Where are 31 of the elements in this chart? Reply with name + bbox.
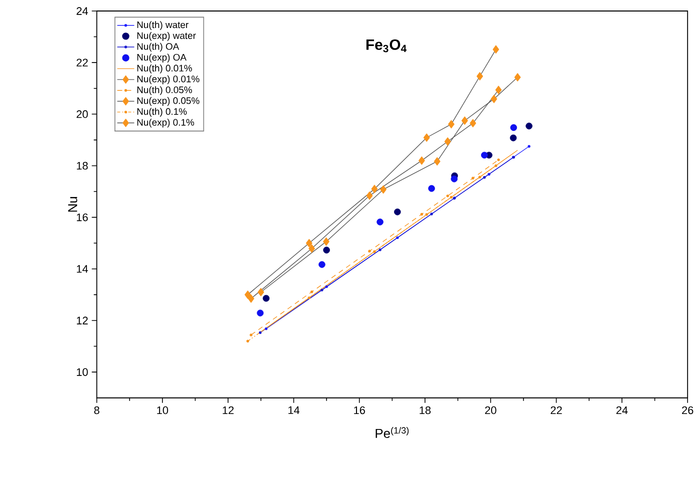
y-tick-label: 16: [76, 214, 88, 222]
x-tick-label: 10: [157, 406, 168, 414]
legend-label: Nu(exp) 0.01%: [137, 75, 200, 84]
x-axis-title: Pe$^{(1/3)}$: [376, 427, 409, 438]
x-tick-label: 22: [550, 406, 562, 414]
x-tick-label: 12: [222, 406, 234, 414]
legend-label: Nu(exp) 0.1%: [137, 118, 194, 128]
y-tick-label: 12: [76, 316, 88, 324]
legend-label: Nu(th) 0.1%: [137, 108, 187, 117]
x-tick-label: 16: [354, 406, 365, 414]
legend-label: Nu(th) OA: [137, 42, 180, 52]
y-tick-label: 18: [76, 162, 88, 170]
x-tick-label: 20: [485, 406, 496, 414]
x-tick-label: 26: [682, 406, 694, 414]
legend-label: Nu(th) 0.05%: [137, 86, 192, 96]
y-tick-label: 22: [76, 58, 88, 66]
annotation: Fe$_{3}$O$_{4}$: [366, 39, 407, 52]
x-tick-label: 24: [616, 406, 628, 414]
legend-label: Nu(exp) water: [137, 32, 196, 41]
y-tick-label: 24: [76, 7, 88, 15]
y-tick-label: 10: [76, 368, 88, 376]
legend-label: Nu(th) 0.01%: [137, 64, 192, 74]
y-axis-title: Nu: [68, 197, 78, 212]
legend-label: Nu(exp) OA: [137, 54, 187, 63]
legend-label: Nu(th) water: [137, 21, 188, 30]
x-tick-label: 18: [420, 406, 431, 414]
y-tick-label: 14: [76, 265, 88, 273]
x-tick-label: 14: [288, 406, 300, 414]
y-tick-label: 20: [76, 110, 88, 118]
x-tick-label: 8: [94, 406, 100, 414]
legend-label: Nu(exp) 0.05%: [137, 97, 200, 106]
